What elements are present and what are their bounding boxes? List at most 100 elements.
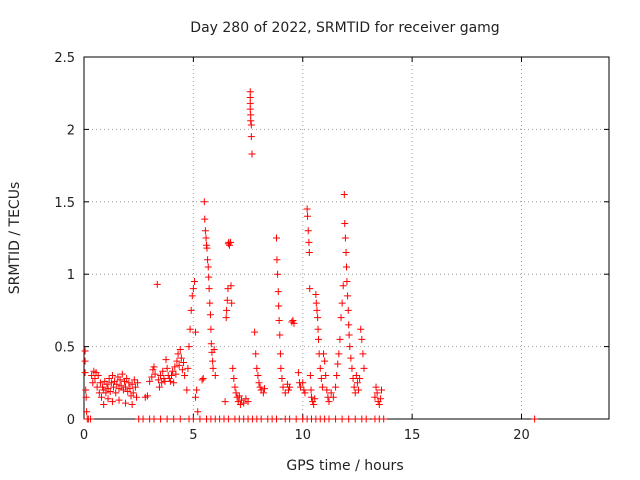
data-point [192,393,200,401]
data-point [157,415,165,423]
x-tick-label: 0 [80,428,88,443]
data-point [202,234,210,242]
data-point [273,415,280,423]
data-point [347,354,355,362]
data-point [286,415,294,423]
data-point [252,350,260,358]
data-point [320,350,328,358]
data-point [149,366,157,374]
data-point [192,328,200,336]
data-point [82,393,90,401]
data-point [196,415,204,423]
data-point [163,415,171,423]
data-point [133,393,140,401]
data-point [112,389,120,397]
data-point [351,415,359,423]
data-point [341,220,349,228]
axes: 0 5 10 15 20 0 0.5 1 1.5 2 2.5 [54,51,609,443]
data-point [173,357,181,365]
data-point [299,379,307,387]
data-point [247,121,255,129]
data-point [274,270,282,278]
grid [84,57,609,419]
data-point [181,372,189,380]
data-point [286,383,294,391]
data-point [340,191,348,199]
data-point [94,372,102,380]
data-point [360,364,368,372]
data-point [201,227,209,235]
data-point [205,273,213,281]
data-point [113,380,121,388]
data-point [222,314,230,322]
data-point [306,372,314,380]
data-point [183,386,191,394]
data-point [332,383,340,391]
data-point [110,383,118,391]
data-point [339,282,347,290]
data-point [102,389,110,397]
data-point [235,392,243,400]
data-point [230,374,238,382]
data-point [95,389,103,397]
data-point [260,385,268,393]
data-point [285,386,293,394]
data-point [143,392,151,400]
data-point [313,306,321,314]
y-tick-label: 1 [67,268,75,283]
chart-title: Day 280 of 2022, SRMTID for receiver gam… [190,20,499,36]
data-point [254,372,262,380]
data-point [184,364,192,372]
data-point [341,234,349,242]
data-point [163,364,171,372]
data-point [356,374,364,382]
data-point [275,302,283,310]
data-point [225,241,233,249]
data-point [107,379,115,387]
x-tick-label: 20 [513,428,530,443]
data-point [281,389,289,397]
data-point [352,372,360,380]
data-point [227,282,235,290]
data-point [139,415,147,423]
data-point [376,395,384,403]
data-point [89,379,97,387]
data-point [200,198,208,206]
x-axis-label: GPS time / hours [286,458,403,474]
data-point [248,150,256,158]
data-point [294,369,302,377]
data-point [176,415,184,423]
data-point [323,386,331,394]
data-point [201,215,209,223]
data-point [190,277,198,285]
data-point [99,383,107,391]
data-point [351,389,359,397]
data-point [247,133,255,141]
data-point [259,389,267,397]
data-point [362,415,370,423]
data-point [310,401,318,409]
data-point [96,379,104,387]
data-point [322,372,330,380]
data-point [189,285,197,293]
data-point [337,314,345,322]
data-point [117,382,125,390]
data-point [228,299,236,307]
data-point [157,372,165,380]
data-point [335,350,343,358]
data-point [193,386,201,394]
data-point [256,383,264,391]
data-point [273,234,280,242]
data-point [303,205,311,213]
data-point [312,290,320,298]
data-point [375,401,383,409]
data-point [277,364,285,372]
data-point [134,379,142,387]
data-point [207,340,215,348]
y-tick-label: 2.5 [54,51,75,66]
data-point [373,389,381,397]
data-point [131,383,139,391]
data-point [91,374,99,382]
y-tick-label: 1.5 [54,196,75,211]
data-point [345,331,353,339]
